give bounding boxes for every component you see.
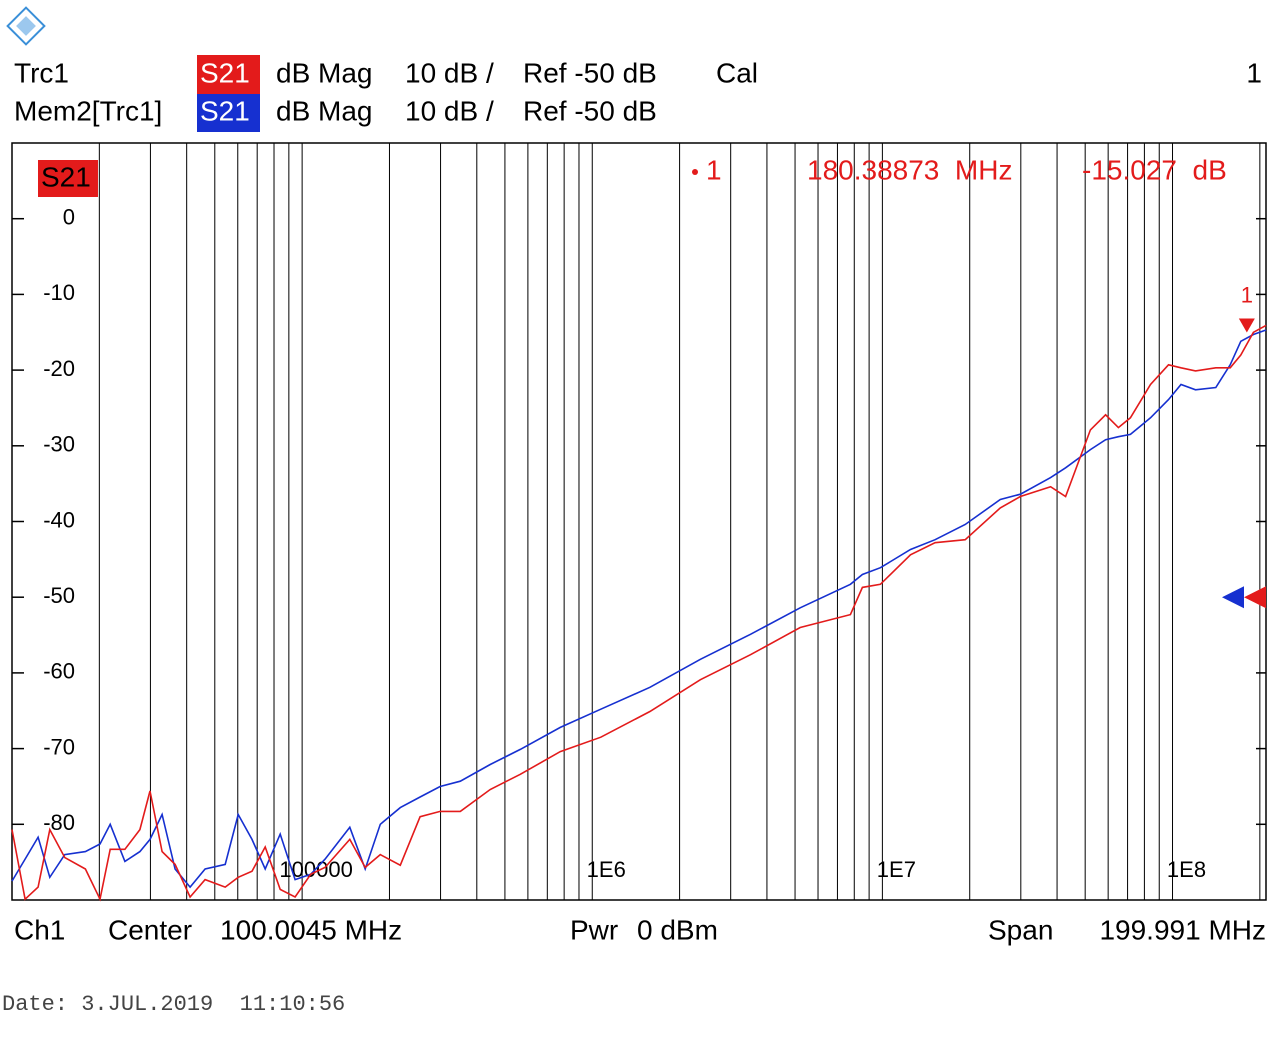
center-label: Center <box>108 914 192 945</box>
trace-parameter: S21 <box>200 95 250 126</box>
x-tick-label: 1E8 <box>1167 857 1206 882</box>
cal-status: Cal <box>716 57 758 88</box>
plot-frame <box>11 142 1267 901</box>
trace-format: dB Mag <box>276 57 373 88</box>
marker-frequency: 180.38873 MHz <box>807 154 1012 185</box>
y-tick-label: -10 <box>43 280 75 305</box>
channel: Ch1 <box>14 914 65 945</box>
center-value: 100.0045 MHz <box>220 914 402 945</box>
marker-id: 1 <box>706 154 722 185</box>
trace-parameter: S21 <box>200 57 250 88</box>
trace-scale: 10 dB / <box>405 95 494 126</box>
ref-level-arrow <box>1222 586 1244 609</box>
trace-line <box>11 324 1267 902</box>
power-value: 0 dBm <box>637 914 718 945</box>
x-tick-label: 1E6 <box>587 857 626 882</box>
marker-level: -15.027 dB <box>1082 154 1227 185</box>
y-tick-label: -80 <box>43 810 75 835</box>
trace-badge <box>197 94 260 132</box>
y-tick-label: -20 <box>43 356 75 381</box>
logo <box>6 6 46 46</box>
trace-format: dB Mag <box>276 95 373 126</box>
trace-badge <box>197 55 260 94</box>
channel-number: 1 <box>1246 57 1262 88</box>
date: Date: 3.JUL.2019 11:10:56 <box>2 992 345 1017</box>
ref-level-arrow <box>1244 586 1266 609</box>
logo-core <box>16 16 36 36</box>
trace-scale: 10 dB / <box>405 57 494 88</box>
span-value: 199.991 MHz <box>1099 914 1266 945</box>
marker-label: 1 <box>1241 282 1253 307</box>
y-tick-label: -50 <box>43 583 75 608</box>
trace-reference: Ref -50 dB <box>523 95 657 126</box>
y-tick-label: 0 <box>63 205 75 230</box>
power-label: Pwr <box>570 914 618 945</box>
y-tick-label: -30 <box>43 432 75 457</box>
active-trace-badge <box>38 160 98 197</box>
marker-triangle <box>1238 318 1255 333</box>
logo-diamond <box>6 6 46 46</box>
y-tick-label: -60 <box>43 659 75 684</box>
y-tick-label: -40 <box>43 507 75 532</box>
trace-reference: Ref -50 dB <box>523 57 657 88</box>
trace-name: Trc1 <box>14 57 69 88</box>
y-tick-label: -70 <box>43 734 75 759</box>
x-tick-label: 1E7 <box>877 857 916 882</box>
span-label: Span <box>988 914 1053 945</box>
active-trace-label: S21 <box>41 161 91 192</box>
marker-dot <box>692 169 698 175</box>
trace-name: Mem2[Trc1] <box>14 95 162 126</box>
plot-area: 100000 1E6 1E7 1E80-10-20-30-40-50-60-70-80… <box>11 142 1267 902</box>
trace-line <box>11 329 1267 889</box>
